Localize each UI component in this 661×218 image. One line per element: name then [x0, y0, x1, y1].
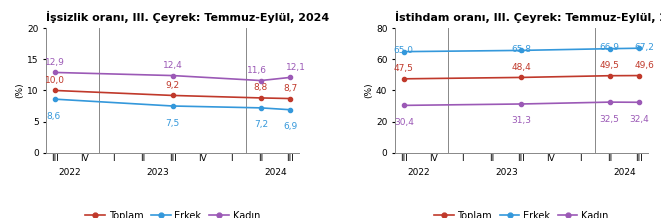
Text: 12,9: 12,9: [45, 58, 65, 67]
Text: 30,4: 30,4: [394, 118, 414, 127]
Text: 8,8: 8,8: [254, 83, 268, 92]
Text: 7,5: 7,5: [165, 119, 180, 128]
Text: 65,0: 65,0: [394, 46, 414, 55]
Legend: Toplam, Erkek, Kadın: Toplam, Erkek, Kadın: [430, 207, 613, 218]
Text: İşsizlik oranı, III. Çeyrek: Temmuz-Eylül, 2024: İşsizlik oranı, III. Çeyrek: Temmuz-Eylü…: [46, 11, 330, 23]
Text: 67,2: 67,2: [635, 43, 654, 52]
Text: 2023: 2023: [495, 168, 518, 177]
Text: 7,2: 7,2: [254, 120, 268, 129]
Text: 12,1: 12,1: [286, 63, 305, 72]
Text: 2022: 2022: [407, 168, 430, 177]
Text: 2023: 2023: [147, 168, 169, 177]
Text: 2022: 2022: [58, 168, 81, 177]
Text: 49,5: 49,5: [600, 61, 619, 70]
Text: 12,4: 12,4: [163, 61, 182, 70]
Legend: Toplam, Erkek, Kadın: Toplam, Erkek, Kadın: [81, 207, 264, 218]
Y-axis label: (%): (%): [364, 83, 373, 98]
Text: 8,6: 8,6: [46, 112, 61, 121]
Text: 2024: 2024: [264, 168, 287, 177]
Text: 49,6: 49,6: [635, 61, 654, 70]
Text: 65,8: 65,8: [512, 45, 531, 54]
Text: 6,9: 6,9: [283, 122, 297, 131]
Text: 11,6: 11,6: [247, 66, 266, 75]
Text: 10,0: 10,0: [45, 76, 65, 85]
Text: 2024: 2024: [613, 168, 636, 177]
Text: 48,4: 48,4: [512, 63, 531, 72]
Text: 8,7: 8,7: [283, 84, 297, 93]
Text: 47,5: 47,5: [394, 64, 414, 73]
Text: 32,4: 32,4: [629, 115, 649, 124]
Text: 9,2: 9,2: [165, 81, 180, 90]
Text: 66,9: 66,9: [600, 43, 619, 52]
Text: 31,3: 31,3: [512, 116, 531, 126]
Text: 32,5: 32,5: [600, 115, 619, 124]
Y-axis label: (%): (%): [15, 83, 24, 98]
Text: İstihdam oranı, III. Çeyrek: Temmuz-Eylül, 2024: İstihdam oranı, III. Çeyrek: Temmuz-Eylü…: [395, 11, 661, 23]
